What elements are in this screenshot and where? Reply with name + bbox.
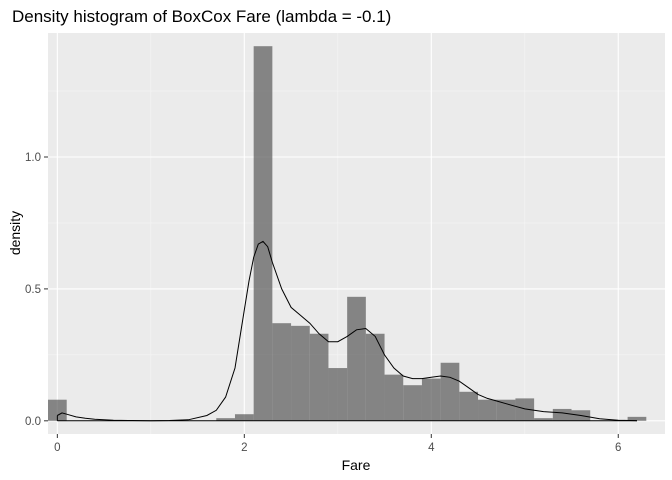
histogram-bar <box>48 399 67 421</box>
histogram-bar <box>216 418 235 421</box>
histogram-bar <box>384 374 404 421</box>
x-tick-label: 4 <box>428 442 435 454</box>
y-axis-title: density <box>7 211 23 255</box>
histogram-bar <box>440 362 460 421</box>
histogram-bar <box>272 323 292 421</box>
x-tick-label: 2 <box>241 442 247 454</box>
y-tick-label: 1.0 <box>25 152 41 164</box>
y-tick-label: 0.0 <box>25 416 41 428</box>
histogram-bars <box>48 46 647 421</box>
histogram-bar <box>309 333 329 421</box>
x-axis-title: Fare <box>342 457 371 473</box>
histogram-bar <box>403 385 422 421</box>
y-axis: 0.0 0.5 1.0 <box>25 152 48 428</box>
histogram-bar <box>328 368 348 421</box>
x-tick-label: 0 <box>54 442 60 454</box>
histogram-bar <box>347 296 366 421</box>
y-tick-label: 0.5 <box>25 284 41 296</box>
histogram-bar <box>253 46 273 421</box>
histogram-bar <box>515 398 535 421</box>
histogram-bar <box>421 378 441 421</box>
histogram-bar <box>627 416 647 421</box>
x-tick-label: 6 <box>615 442 621 454</box>
histogram-bar <box>478 399 497 421</box>
x-axis: 0 2 4 6 <box>54 434 621 454</box>
histogram-bar <box>496 399 516 421</box>
histogram-bar <box>365 333 385 421</box>
histogram-bar <box>459 391 479 421</box>
histogram-bar <box>552 408 572 421</box>
chart-title: Density histogram of BoxCox Fare (lambda… <box>12 7 391 26</box>
histogram-bar <box>291 325 310 421</box>
histogram-bar <box>534 418 553 421</box>
density-curve-group <box>56 240 638 422</box>
histogram-bar <box>234 414 254 421</box>
